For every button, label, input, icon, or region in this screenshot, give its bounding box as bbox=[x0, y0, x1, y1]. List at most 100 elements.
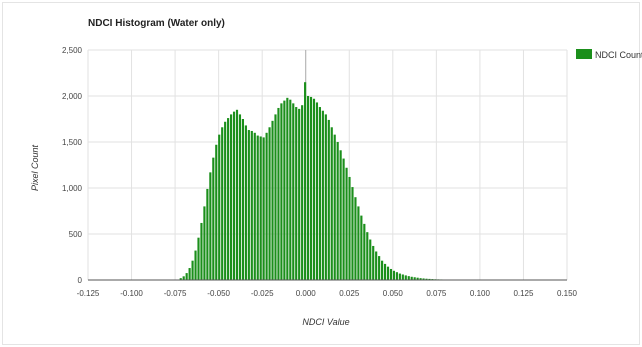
histogram-bar bbox=[306, 96, 310, 280]
histogram-bar bbox=[351, 187, 354, 280]
histogram-bar bbox=[422, 278, 425, 280]
histogram-bar bbox=[348, 176, 351, 280]
histogram-bar bbox=[295, 107, 298, 280]
histogram-bar bbox=[389, 268, 393, 280]
x-axis-label: NDCI Value bbox=[302, 317, 349, 327]
legend-swatch bbox=[576, 49, 592, 59]
x-tick-label: 0.100 bbox=[470, 289, 491, 298]
histogram-bar bbox=[182, 276, 185, 280]
histogram-bar bbox=[259, 136, 262, 280]
x-tick-label: -0.025 bbox=[251, 289, 274, 298]
histogram-bar bbox=[179, 278, 182, 280]
x-tick-label: 0.050 bbox=[383, 289, 404, 298]
histogram-bar bbox=[363, 223, 366, 280]
histogram-bar bbox=[218, 134, 221, 280]
x-tick-label: 0.125 bbox=[513, 289, 534, 298]
y-tick-label: 0 bbox=[78, 276, 83, 285]
histogram-bar bbox=[312, 98, 316, 280]
histogram-bar bbox=[339, 150, 342, 280]
histogram-bar bbox=[262, 137, 265, 280]
histogram-bar bbox=[271, 120, 274, 280]
histogram-bar bbox=[256, 135, 259, 280]
histogram-bars bbox=[179, 82, 464, 281]
histogram-bar bbox=[315, 102, 319, 280]
histogram-bar bbox=[203, 206, 206, 280]
histogram-bar bbox=[428, 278, 431, 280]
histogram-bar bbox=[333, 134, 336, 280]
y-tick-label: 2,500 bbox=[62, 46, 83, 55]
histogram-bar bbox=[215, 144, 218, 280]
x-tick-label: -0.075 bbox=[164, 289, 187, 298]
histogram-bar bbox=[324, 114, 327, 281]
histogram-bar bbox=[336, 142, 339, 280]
histogram-bar bbox=[212, 157, 215, 280]
x-axis-ticks: -0.125 -0.100 -0.075 -0.050 -0.025 0.000 0.025… bbox=[77, 289, 578, 298]
histogram-bar bbox=[286, 97, 289, 280]
histogram-bar bbox=[221, 127, 224, 280]
histogram-bar bbox=[395, 272, 398, 280]
histogram-bar bbox=[280, 103, 283, 280]
histogram-bar bbox=[289, 99, 292, 281]
histogram-bar bbox=[191, 260, 194, 280]
histogram-bar bbox=[274, 114, 277, 281]
histogram-bar bbox=[250, 130, 253, 280]
histogram-bar bbox=[197, 237, 200, 280]
histogram-bar bbox=[354, 197, 357, 280]
histogram-bar bbox=[301, 105, 304, 280]
histogram-bar bbox=[309, 96, 313, 280]
histogram-bar bbox=[194, 250, 197, 280]
histogram-bar bbox=[229, 114, 233, 281]
histogram-bar bbox=[345, 167, 348, 280]
histogram-bar bbox=[188, 268, 191, 280]
histogram-bar bbox=[241, 119, 245, 280]
x-tick-label: -0.125 bbox=[77, 289, 100, 298]
histogram-bar bbox=[401, 274, 404, 280]
histogram-bar bbox=[292, 103, 295, 280]
histogram-bar bbox=[244, 125, 247, 280]
histogram-bar bbox=[185, 273, 188, 280]
histogram-bar bbox=[283, 100, 286, 280]
histogram-bar bbox=[419, 278, 422, 280]
x-tick-label: 0.150 bbox=[557, 289, 578, 298]
histogram-bar bbox=[366, 232, 369, 280]
histogram-bar bbox=[235, 109, 239, 280]
histogram-bar bbox=[247, 130, 250, 280]
y-tick-label: 1,000 bbox=[62, 184, 83, 193]
histogram-bar bbox=[232, 111, 236, 280]
chart-title: NDCI Histogram (Water only) bbox=[88, 18, 225, 29]
legend-label: NDCI Count bbox=[595, 50, 642, 60]
histogram-bar bbox=[357, 206, 360, 280]
histogram-bar bbox=[227, 118, 230, 280]
histogram-bar bbox=[413, 277, 416, 280]
histogram-bar bbox=[209, 172, 212, 280]
histogram-bar bbox=[398, 273, 401, 280]
y-axis-label: Pixel Count bbox=[30, 144, 40, 191]
histogram-bar bbox=[381, 260, 384, 280]
histogram-bar bbox=[386, 266, 390, 280]
histogram-bar bbox=[360, 215, 363, 280]
histogram-bar bbox=[330, 127, 333, 280]
histogram-bar bbox=[206, 188, 209, 280]
histogram-bar bbox=[407, 276, 410, 280]
histogram-bar bbox=[304, 82, 307, 280]
x-tick-label: 0.000 bbox=[296, 289, 317, 298]
x-tick-label: -0.100 bbox=[120, 289, 143, 298]
histogram-bar bbox=[416, 277, 419, 280]
histogram-bar bbox=[253, 132, 256, 280]
histogram-bar bbox=[392, 270, 396, 280]
histogram-bar bbox=[238, 114, 242, 281]
histogram-bar bbox=[369, 239, 372, 280]
histogram-bar bbox=[224, 121, 227, 280]
histogram-bar bbox=[265, 132, 268, 280]
x-tick-label: 0.075 bbox=[426, 289, 447, 298]
legend: NDCI Count bbox=[576, 49, 642, 60]
x-tick-label: -0.050 bbox=[207, 289, 230, 298]
histogram-bar bbox=[200, 222, 203, 280]
histogram-bar bbox=[321, 110, 324, 280]
y-tick-label: 2,000 bbox=[62, 92, 83, 101]
histogram-bar bbox=[298, 108, 301, 280]
histogram-bar bbox=[425, 278, 428, 280]
histogram-bar bbox=[342, 158, 345, 280]
